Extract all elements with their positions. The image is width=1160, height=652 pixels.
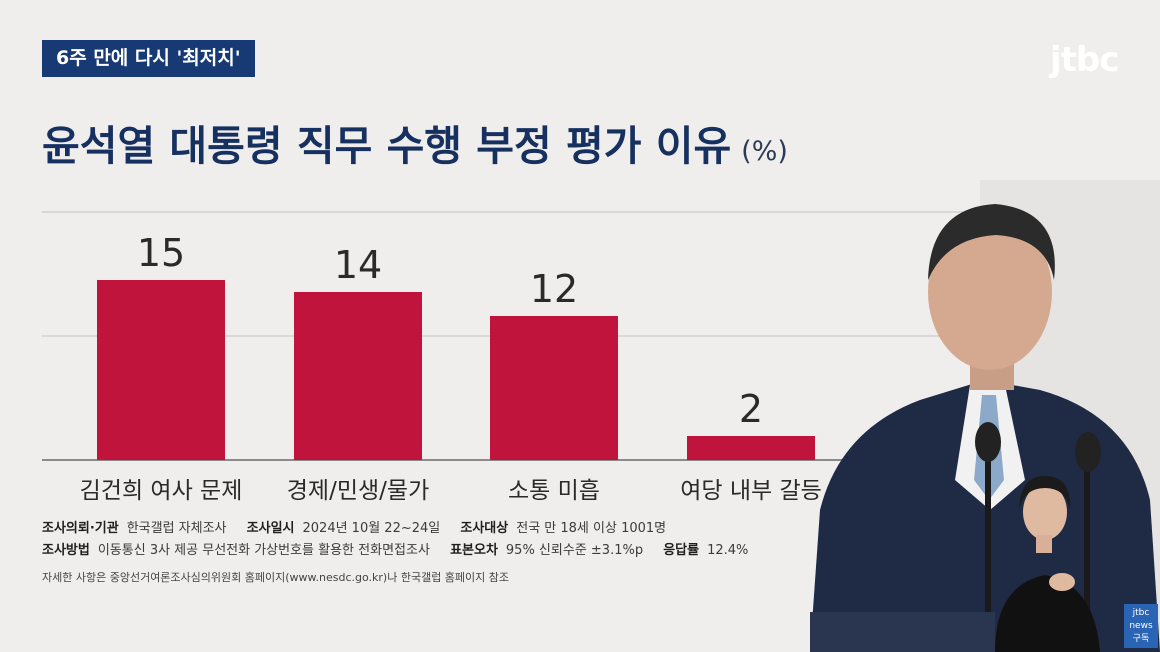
note-value: 95% 신뢰수준 ±3.1%p — [505, 543, 644, 558]
subscribe-badge[interactable]: jtbc news 구독 — [1124, 604, 1158, 648]
category-label: 김건희 여사 문제 — [80, 478, 243, 504]
notes-row-1: 조사의뢰·기관 한국갤럽 자체조사 조사일시 2024년 10월 22~24일 조사… — [42, 518, 822, 540]
bar-chart: 15 김건희 여사 문제 14 경제/민생/물가 12 소통 미흡 2 여당 내부 갈등 — [42, 211, 1120, 504]
category-label: 여당 내부 갈등 — [680, 478, 822, 504]
category-label: 경제/민생/물가 — [287, 478, 429, 504]
note-value: 이동통신 3사 제공 무선전화 가상번호를 활용한 전화면접조사 — [97, 543, 430, 558]
badge-news: news — [1129, 621, 1153, 631]
bar — [490, 316, 618, 460]
note-value: 전국 만 18세 이상 1001명 — [516, 521, 667, 536]
note-value: 12.4% — [707, 543, 749, 558]
headline-tag: 6주 만에 다시 '최저치' — [42, 40, 255, 77]
note-label: 조사의뢰·기관 — [42, 521, 119, 536]
bar-value-label: 12 — [530, 267, 578, 311]
note-label: 조사대상 — [460, 521, 509, 536]
chart-title: 윤석열 대통령 직무 수행 부정 평가 이유 (%) — [42, 112, 788, 172]
note-label: 조사일시 — [246, 521, 295, 536]
bar-value-label: 2 — [739, 387, 763, 431]
note-label: 조사방법 — [42, 543, 90, 558]
note-value: 2024년 10월 22~24일 — [302, 521, 441, 536]
badge-logo: jtbc — [1132, 608, 1150, 618]
note-value: 한국갤럽 자체조사 — [126, 521, 227, 536]
notes-row-2: 조사방법 이동통신 3사 제공 무선전화 가상번호를 활용한 전화면접조사 표본오… — [42, 540, 822, 562]
bar — [294, 292, 422, 460]
survey-notes: 조사의뢰·기관 한국갤럽 자체조사 조사일시 2024년 10월 22~24일 조사… — [42, 518, 822, 588]
category-label: 소통 미흡 — [508, 478, 600, 504]
bar — [687, 436, 815, 460]
note-label: 표본오차 — [450, 543, 498, 558]
bar — [97, 280, 225, 460]
president-photo — [810, 180, 1160, 652]
bar-value-label: 14 — [334, 243, 382, 287]
notes-footer: 자세한 사항은 중앙선거여론조사심의위원회 홈페이지(www.nesdc.go.… — [42, 571, 510, 584]
jtbc-logo: jtbc — [1050, 40, 1119, 80]
note-label: 응답률 — [663, 543, 700, 558]
badge-subscribe: 구독 — [1132, 634, 1150, 644]
chart-unit: (%) — [741, 136, 788, 167]
chart-title-text: 윤석열 대통령 직무 수행 부정 평가 이유 — [42, 122, 732, 170]
bar-value-label: 15 — [137, 231, 185, 275]
